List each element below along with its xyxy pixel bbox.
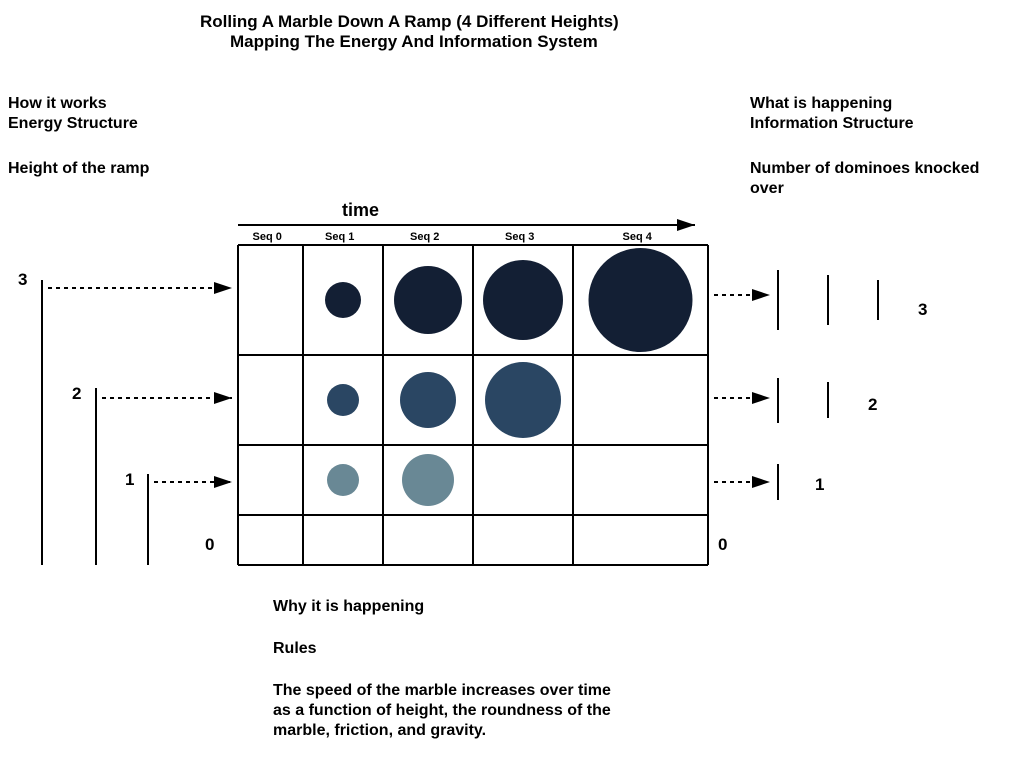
grid-col-header: Seq 0	[253, 231, 282, 243]
domino-count-label: 3	[918, 300, 927, 320]
ramp-height-label: 0	[205, 535, 214, 555]
ramp-height-label: 2	[72, 384, 81, 404]
grid-col-header: Seq 2	[410, 231, 439, 243]
domino-count-label: 2	[868, 395, 877, 415]
grid-col-header: Seq 4	[623, 231, 652, 243]
grid-col-header: Seq 1	[325, 231, 354, 243]
marble-circle	[589, 248, 693, 352]
marble-circle	[327, 384, 359, 416]
marble-circle	[402, 454, 454, 506]
energy-info-diagram	[0, 0, 1024, 771]
ramp-height-label: 3	[18, 270, 27, 290]
ramp-height-label: 1	[125, 470, 134, 490]
marble-circle	[327, 464, 359, 496]
domino-count-label: 1	[815, 475, 824, 495]
marble-circle	[485, 362, 561, 438]
domino-count-label: 0	[718, 535, 727, 555]
marble-circle	[325, 282, 361, 318]
marble-circle	[400, 372, 456, 428]
marble-circle	[483, 260, 563, 340]
grid-col-header: Seq 3	[505, 231, 534, 243]
marble-circle	[394, 266, 462, 334]
